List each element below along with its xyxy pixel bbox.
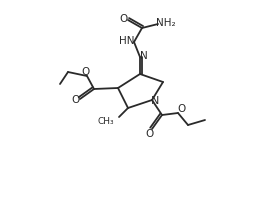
Text: NH₂: NH₂ (156, 18, 176, 28)
Text: O: O (177, 104, 185, 114)
Text: O: O (82, 67, 90, 77)
Text: O: O (120, 14, 128, 24)
Text: N: N (151, 96, 159, 106)
Text: CH₃: CH₃ (97, 117, 114, 127)
Text: N: N (140, 51, 148, 61)
Text: O: O (146, 129, 154, 139)
Text: O: O (72, 95, 80, 105)
Text: HN: HN (119, 36, 135, 46)
